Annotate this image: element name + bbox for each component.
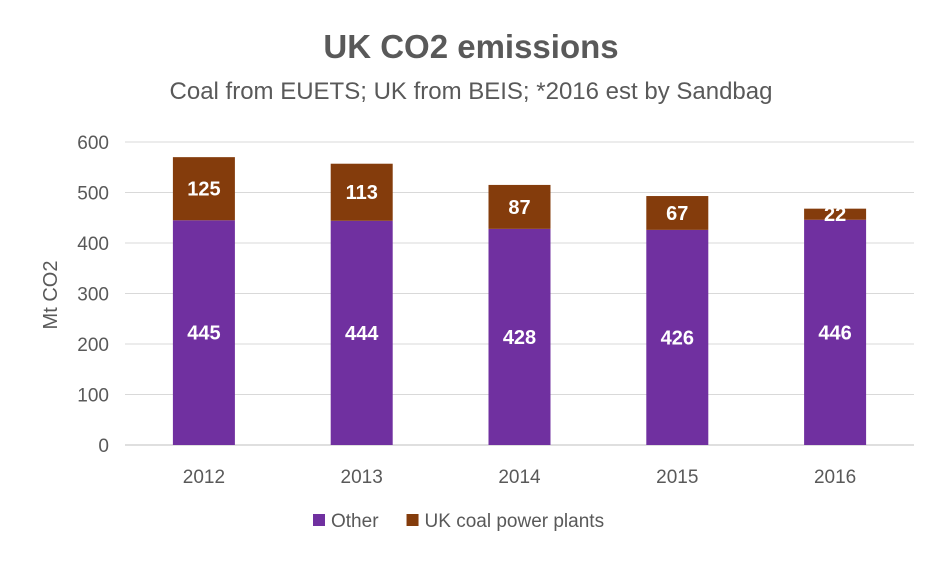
chart-title: UK CO2 emissions (323, 28, 618, 65)
y-tick-label: 500 (77, 184, 109, 205)
data-label-other-2016: 446 (818, 322, 851, 344)
bar-other-2013 (330, 220, 393, 445)
bar-other-2016 (804, 219, 867, 445)
data-label-uk-coal-power-plants-2016: 22 (824, 204, 846, 226)
data-label-uk-coal-power-plants-2014: 87 (508, 197, 530, 219)
bar-uk-coal-power-plants-2014 (488, 184, 551, 229)
y-axis-label: Mt CO2 (40, 261, 62, 330)
x-tick-label: 2015 (656, 467, 698, 488)
legend-label-uk-coal-power-plants: UK coal power plants (425, 511, 605, 532)
x-tick-label: 2014 (498, 467, 541, 488)
data-label-other-2013: 444 (345, 323, 379, 345)
legend: Other UK coal power plants (313, 511, 604, 532)
x-axis: 2012 2013 2014 2015 2016 (183, 467, 856, 488)
bar-uk-coal-power-plants-2013 (330, 163, 393, 221)
data-label-other-2014: 428 (503, 327, 536, 349)
x-tick-label: 2013 (341, 467, 383, 488)
bar-other-2012 (172, 220, 235, 445)
data-label-uk-coal-power-plants-2013: 113 (346, 182, 378, 204)
legend-swatch-uk-coal-power-plants (406, 514, 419, 526)
bar-uk-coal-power-plants-2012 (172, 157, 235, 221)
legend-swatch-other (313, 514, 325, 526)
bar-uk-coal-power-plants-2015 (646, 196, 709, 230)
y-axis: 0 100 200 300 400 500 600 (77, 133, 109, 457)
y-tick-label: 600 (77, 133, 109, 154)
chart-subtitle: Coal from EUETS; UK from BEIS; *2016 est… (170, 78, 773, 105)
data-label-other-2012: 445 (187, 323, 220, 345)
bars: 445 125 444 113 428 87 426 67 446 22 (172, 157, 867, 445)
bar-other-2014 (488, 228, 551, 445)
y-tick-label: 200 (77, 335, 109, 356)
x-tick-label: 2012 (183, 467, 225, 488)
y-tick-label: 300 (77, 285, 109, 306)
y-tick-label: 400 (77, 234, 109, 255)
data-label-uk-coal-power-plants-2015: 67 (666, 203, 688, 225)
x-tick-label: 2016 (814, 467, 856, 488)
bar-other-2015 (646, 229, 709, 445)
data-label-uk-coal-power-plants-2012: 125 (187, 179, 220, 201)
bar-uk-coal-power-plants-2016 (804, 208, 867, 220)
legend-label-other: Other (331, 511, 379, 532)
y-tick-label: 100 (77, 386, 109, 407)
y-tick-label: 0 (98, 436, 109, 457)
data-label-other-2015: 426 (661, 327, 694, 349)
